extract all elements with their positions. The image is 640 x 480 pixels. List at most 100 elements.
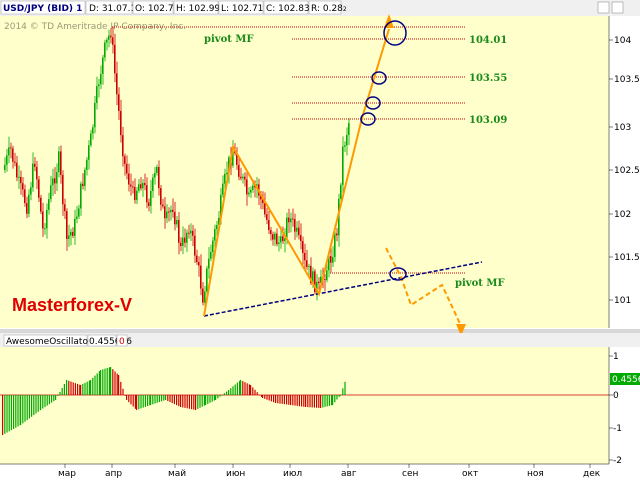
candle-body — [126, 163, 128, 174]
symbol-label[interactable]: USD/JPY (BID) 1 y D — [3, 4, 102, 14]
oscillator-bar — [77, 383, 79, 395]
oscillator-bar — [254, 389, 256, 395]
level-markers — [360, 20, 407, 281]
candle-body — [74, 218, 76, 236]
oscillator-bar — [303, 395, 305, 407]
candle-body — [90, 133, 92, 146]
candle-body — [82, 183, 84, 186]
candle-body — [228, 157, 230, 174]
oscillator-bar — [230, 388, 232, 395]
oscillator-axis: 1 0 -1 -2 0.45561 — [608, 347, 640, 466]
candle-body — [320, 276, 322, 284]
candle-body — [174, 211, 176, 225]
candle-body — [30, 187, 32, 195]
oscillator-bar — [219, 395, 221, 397]
oscillator-bar — [176, 395, 178, 406]
date-label: D: 31.07.14 — [89, 4, 142, 14]
oscillator-bar — [256, 392, 258, 395]
oscillator-bar — [46, 395, 48, 406]
oscillator-bar — [96, 373, 98, 395]
oscillator-bar — [205, 395, 207, 405]
oscillator-bar — [42, 395, 44, 409]
osc-tick-1: 1 — [613, 352, 619, 362]
window-menu-icon[interactable] — [611, 1, 624, 14]
candle-body — [132, 186, 134, 188]
month-label: мар — [58, 469, 76, 479]
oscillator-bar — [313, 395, 315, 408]
oscillator-bar — [161, 395, 163, 402]
candle-body — [240, 176, 242, 179]
candle-body — [294, 219, 296, 232]
oscillator-bar — [281, 395, 283, 404]
candle-body — [46, 209, 48, 229]
candle-body — [106, 39, 108, 43]
candle-body — [190, 230, 192, 234]
oscillator-bar — [266, 395, 268, 400]
candle-body — [316, 281, 318, 293]
oscillator-bar — [322, 395, 324, 408]
oscillator-bar — [61, 388, 63, 395]
candle-body — [154, 173, 156, 178]
candle-body — [100, 73, 102, 85]
candle-body — [102, 57, 104, 74]
oscillator-bar — [258, 394, 260, 396]
candle-body — [26, 203, 28, 214]
time-axis: мар апр май июн июл авг сен окт ноя дек — [0, 463, 640, 480]
candle-body — [298, 227, 300, 236]
candle-body — [32, 163, 34, 188]
oscillator-bar — [8, 395, 10, 432]
candle-body — [266, 214, 268, 220]
candle-body — [12, 148, 14, 162]
oscillator-bar — [90, 380, 92, 395]
candle-body — [216, 224, 218, 230]
oscillator-bar — [211, 395, 213, 402]
oscillator-panel[interactable] — [0, 347, 609, 464]
candle-body — [18, 176, 20, 178]
oscillator-bar — [307, 395, 309, 408]
candle-body — [10, 147, 12, 149]
candle-body — [344, 145, 346, 147]
oscillator-bar — [296, 395, 298, 406]
month-label: май — [168, 469, 186, 479]
oscillator-bar — [37, 395, 39, 412]
level-103-55-label: 103.55 — [469, 73, 507, 84]
oscillator-bar — [277, 395, 279, 404]
oscillator-bar — [316, 395, 318, 408]
oscillator-bar — [138, 395, 140, 410]
candle-body — [198, 261, 200, 266]
candle-body — [302, 241, 304, 253]
oscillator-bar — [288, 395, 290, 405]
candle-body — [248, 192, 250, 195]
candle-body — [70, 231, 72, 236]
oscillator-bar — [286, 395, 288, 405]
support-trendline[interactable] — [203, 261, 483, 317]
price-panel[interactable] — [0, 16, 609, 328]
candle-body — [296, 227, 298, 232]
oscillator-bar — [31, 395, 33, 417]
oscillator-bar — [150, 395, 152, 405]
month-label: дек — [583, 469, 601, 479]
level-lines — [112, 26, 466, 274]
month-label: июн — [226, 469, 245, 479]
oscillator-bar — [311, 395, 313, 408]
candle-body — [324, 279, 326, 281]
oscillator-bar — [33, 395, 35, 416]
candle-body — [38, 179, 40, 198]
oscillator-name[interactable]: AwesomeOscillator — [6, 337, 92, 347]
oscillator-bar — [294, 395, 296, 406]
candle-body — [308, 265, 310, 267]
panel-splitter[interactable] — [0, 329, 640, 333]
oscillator-bar — [122, 388, 124, 395]
window-restore-icon[interactable] — [597, 1, 610, 14]
oscillator-bar — [309, 395, 311, 408]
oscillator-bar — [344, 381, 346, 395]
candle-body — [42, 211, 44, 229]
oscillator-bar — [6, 395, 8, 433]
candle-body — [162, 204, 164, 207]
candle-body — [130, 184, 132, 187]
oscillator-bar — [209, 395, 211, 403]
candle-body — [160, 188, 162, 205]
candle-body — [274, 233, 276, 240]
candle-body — [62, 174, 64, 205]
osc-tick-0: 0 — [613, 391, 619, 401]
